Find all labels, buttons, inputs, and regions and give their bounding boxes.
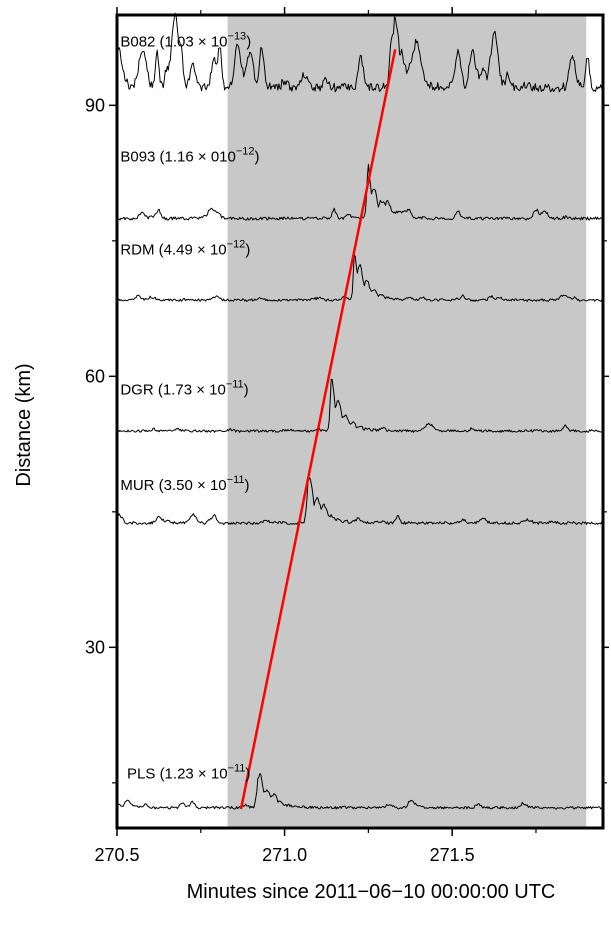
x-tick-label: 271.5 <box>430 845 475 865</box>
plot-frame <box>115 13 605 830</box>
station-label-dgr: DGR (1.73 × 10−11) <box>120 378 248 398</box>
x-tick-label: 271.0 <box>262 845 307 865</box>
waveform-mur <box>116 477 604 525</box>
y-tick-label: 90 <box>85 95 105 115</box>
waveform-pls <box>116 773 603 810</box>
waveform-rdm <box>116 254 604 302</box>
plot-area: B082 (1.03 × 10−13) B093 (1.16 × 010−12) R… <box>85 7 609 865</box>
station-label-pls: PLS (1.23 × 10−11) <box>127 762 250 782</box>
waveform-b082 <box>116 12 604 93</box>
x-axis-title: Minutes since 2011−06−10 00:00:00 UTC <box>187 881 556 903</box>
waveform-dgr <box>116 378 603 433</box>
x-tick-label: 270.5 <box>94 845 139 865</box>
y-tick-label: 60 <box>85 366 105 386</box>
station-label-mur: MUR (3.50 × 10−11) <box>120 474 249 494</box>
y-axis-title: Distance (km) <box>13 363 35 486</box>
move-out-line <box>239 49 397 810</box>
station-label-b093: B093 (1.16 × 010−12) <box>120 145 259 165</box>
y-tick-label: 30 <box>85 637 105 657</box>
shaded-time-window <box>227 15 587 828</box>
station-label-b082: B082 (1.03 × 10−13) <box>120 31 251 51</box>
station-label-rdm: RDM (4.49 × 10−12) <box>120 238 250 258</box>
